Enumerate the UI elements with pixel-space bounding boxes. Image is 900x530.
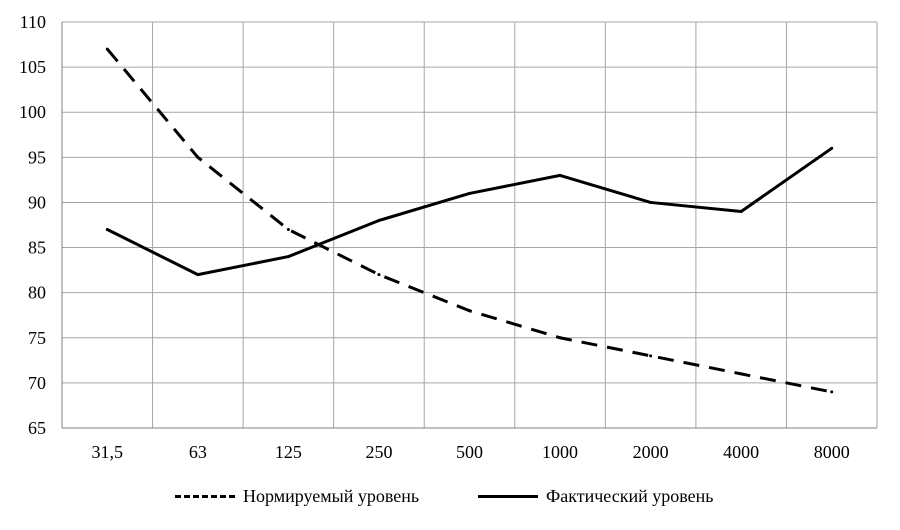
data-point (830, 390, 834, 394)
y-tick-label: 90 (28, 192, 46, 212)
x-tick-label: 8000 (814, 442, 850, 462)
data-point (830, 146, 834, 150)
grid (62, 21, 878, 429)
data-point (196, 155, 200, 159)
data-point (468, 191, 471, 195)
data-point (105, 228, 109, 232)
data-point (649, 200, 653, 204)
legend-swatch-dashed (175, 494, 235, 498)
y-tick-label: 110 (20, 12, 46, 32)
data-point (739, 372, 743, 376)
data-point (286, 255, 290, 259)
data-point (377, 218, 381, 222)
legend-label-normative: Нормируемый уровень (243, 485, 420, 506)
x-tick-label: 250 (365, 442, 392, 462)
data-point (558, 173, 562, 177)
y-tick-label: 75 (28, 328, 46, 348)
x-tick-label: 500 (456, 442, 483, 462)
data-point (286, 228, 290, 232)
y-tick-label: 105 (19, 57, 46, 77)
series-lines (105, 47, 834, 394)
x-tick-label: 2000 (633, 442, 669, 462)
series-line-normative (106, 48, 833, 394)
data-point (377, 273, 381, 277)
data-point (739, 209, 743, 213)
x-tick-label: 1000 (542, 442, 578, 462)
legend: Нормируемый уровень Фактический уровень (0, 478, 900, 514)
y-tick-label: 100 (19, 102, 46, 122)
axes (61, 22, 877, 429)
data-point (649, 354, 653, 358)
x-tick-label: 125 (275, 442, 302, 462)
legend-item-normative: Нормируемый уровень (175, 478, 419, 514)
series-line-actual (106, 147, 833, 277)
data-point (196, 273, 200, 277)
data-point (105, 47, 109, 51)
x-tick-label: 4000 (723, 442, 759, 462)
legend-label-actual: Фактический уровень (546, 485, 714, 506)
legend-swatch-solid (478, 494, 538, 498)
y-tick-label: 65 (28, 418, 46, 438)
x-tick-label: 31,5 (92, 442, 124, 462)
legend-item-actual: Фактический уровень (478, 478, 713, 514)
x-tick-labels: 31,5 63 125 250 500 1000 2000 4000 8000 (92, 442, 850, 462)
y-tick-label: 80 (28, 283, 46, 303)
x-tick-label: 63 (189, 442, 207, 462)
y-tick-labels: 65 70 75 80 85 90 95 100 105 110 (19, 12, 46, 438)
y-tick-label: 70 (28, 373, 46, 393)
data-point (558, 336, 562, 340)
y-tick-label: 95 (28, 147, 46, 167)
data-point (468, 309, 471, 313)
y-tick-label: 85 (28, 238, 46, 258)
